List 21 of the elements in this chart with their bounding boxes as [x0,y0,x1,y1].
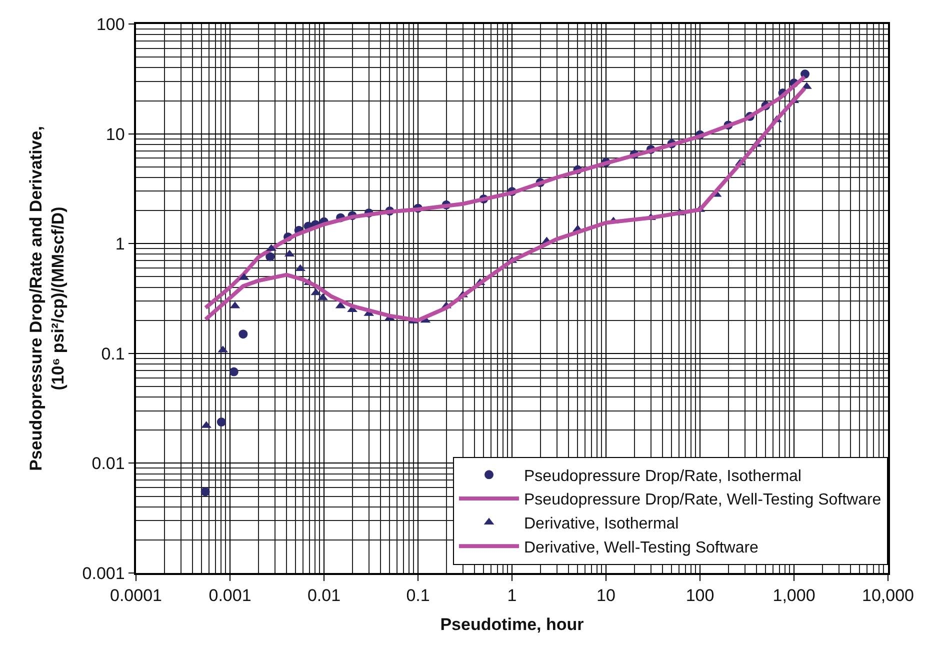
y-tick-label: 0.01 [92,454,125,474]
x-tick-label: 0.0001 [110,586,162,606]
legend-label: Derivative, Isothermal [524,516,679,533]
x-tick-label: 100 [686,586,714,606]
legend-label: Pseudopressure Drop/Rate, Well-Testing Software [524,492,882,509]
x-tick-label: 0.001 [208,586,252,606]
y-tick-label: 10 [106,124,125,144]
legend-label: Pseudopressure Drop/Rate, Isothermal [524,468,802,485]
y-tick-label: 0.001 [82,564,125,583]
x-tick-label: 1 [507,586,517,606]
legend-label: Derivative, Well-Testing Software [524,539,759,556]
x-tick-label: 0.1 [406,586,430,606]
y-tick-label: 100 [96,14,125,34]
y-tick-label: 0.1 [101,344,125,364]
x-tick-label: 10,000 [862,586,914,606]
x-tick-label: 0.01 [307,586,341,606]
x-tick-label: 1,000 [772,586,816,606]
y-tick-label: 1 [115,234,125,254]
x-tick-label: 10 [596,586,616,606]
x-axis-title: Pseudotime, hour [440,615,584,634]
y-axis-title: Pseudopressure Drop/Rate and Derivative, (10⁶ psi²/cp)/(MMscf/D) [26,126,68,471]
